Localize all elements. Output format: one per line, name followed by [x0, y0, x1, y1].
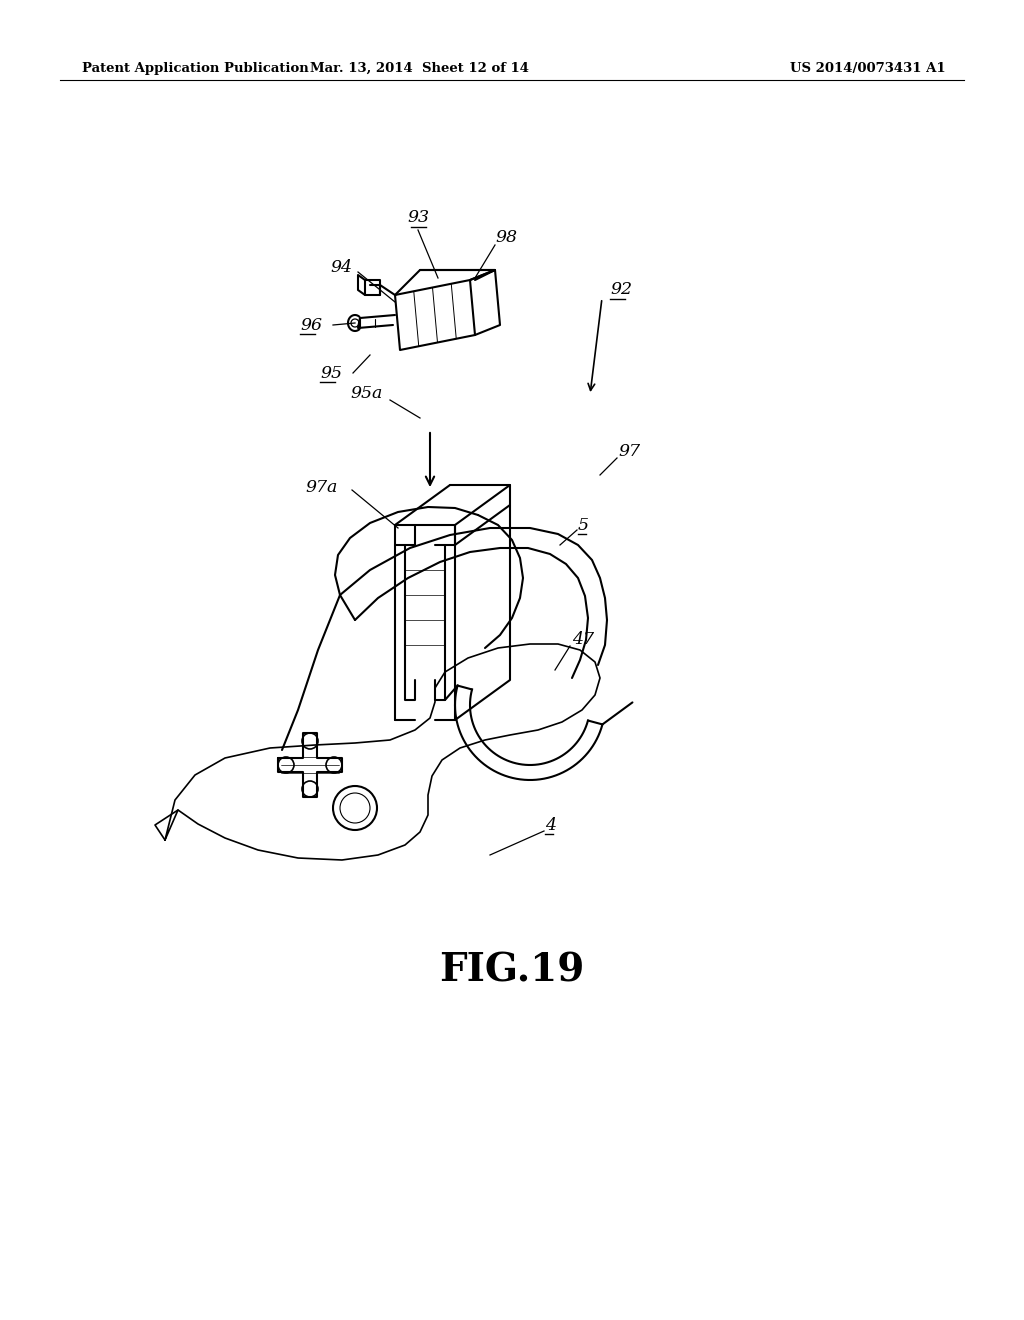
Text: 47: 47 — [572, 631, 594, 648]
Text: 95: 95 — [319, 364, 342, 381]
Text: US 2014/0073431 A1: US 2014/0073431 A1 — [790, 62, 945, 75]
Text: 92: 92 — [610, 281, 632, 298]
Text: 93: 93 — [407, 210, 429, 227]
Text: 97: 97 — [618, 444, 640, 461]
Text: Patent Application Publication: Patent Application Publication — [82, 62, 309, 75]
Text: Mar. 13, 2014  Sheet 12 of 14: Mar. 13, 2014 Sheet 12 of 14 — [310, 62, 529, 75]
Text: 4: 4 — [545, 817, 556, 833]
Text: 98: 98 — [495, 230, 517, 247]
Text: 5: 5 — [578, 516, 589, 533]
Text: FIG.19: FIG.19 — [439, 950, 585, 989]
Text: 96: 96 — [300, 317, 322, 334]
Text: 94: 94 — [330, 260, 352, 276]
Text: 97a: 97a — [305, 479, 337, 496]
Text: 95a: 95a — [350, 384, 382, 401]
